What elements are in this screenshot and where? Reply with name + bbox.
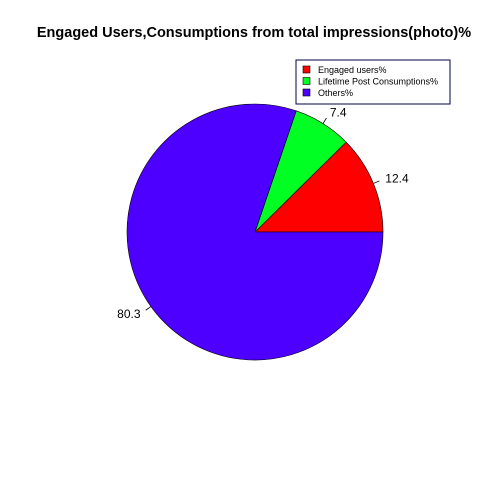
legend-label-others: Others% bbox=[318, 88, 353, 98]
legend-label-lifetime-post-consumptions: Lifetime Post Consumptions% bbox=[318, 77, 438, 87]
pie-slice-others bbox=[126, 103, 384, 361]
pie-labels: 12.4 7.4 80.3 bbox=[117, 106, 409, 321]
pie-slices bbox=[126, 103, 384, 361]
legend-swatch-engaged-users bbox=[302, 65, 311, 74]
legend-label-engaged-users: Engaged users% bbox=[318, 65, 387, 75]
pie-label-tick bbox=[373, 180, 380, 184]
pie-label-value: 7.4 bbox=[330, 106, 347, 120]
pie-label-tick bbox=[322, 117, 327, 124]
pie-label-value: 80.3 bbox=[117, 307, 141, 321]
pie-label-tick bbox=[145, 306, 152, 311]
legend: Engaged users% Lifetime Post Consumptions… bbox=[295, 59, 451, 105]
chart-title: Engaged Users,Consumptions from total im… bbox=[37, 25, 471, 41]
pie-slice-engaged-users bbox=[254, 141, 384, 233]
legend-box bbox=[295, 59, 451, 105]
legend-swatch-lifetime-post-consumptions bbox=[302, 77, 311, 85]
legend-swatch-others bbox=[302, 88, 311, 97]
pie-label-value: 12.4 bbox=[385, 172, 409, 186]
